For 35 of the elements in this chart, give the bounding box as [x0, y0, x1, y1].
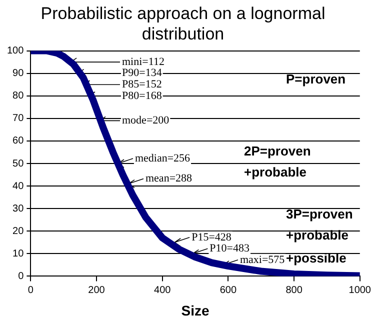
y-tick-label: 60	[12, 136, 24, 147]
annotation: 2P=proven	[244, 144, 311, 159]
annotation: mean=288	[145, 172, 193, 185]
annotation: P80=168	[122, 90, 162, 102]
y-tick-label: 40	[12, 180, 24, 192]
x-tick-label: 0	[28, 284, 34, 296]
annotation: 3P=proven	[286, 206, 353, 222]
y-tick-label: 0	[18, 270, 24, 282]
annotation: median=256	[134, 152, 191, 164]
x-axis-title: Size	[181, 302, 210, 318]
y-tick-label: 70	[12, 113, 24, 124]
annotation: P90=134	[122, 67, 162, 80]
annotation: mini=112	[122, 56, 164, 68]
annotation: +probable	[244, 164, 306, 180]
annotation: P15=428	[192, 231, 232, 244]
y-tick-label: 50	[12, 158, 24, 170]
annotation: +probable	[286, 228, 348, 243]
annotation: P85=152	[122, 78, 162, 90]
x-tick-label: 800	[286, 284, 303, 296]
x-tick-label: 400	[154, 284, 172, 296]
y-tick-label: 100	[6, 46, 24, 57]
x-tick-label: 1000	[348, 284, 372, 296]
x-tick-label: 200	[88, 284, 106, 296]
x-tick-label: 600	[220, 284, 237, 296]
annotation: maxi=575	[240, 254, 286, 266]
annotation: P10=483	[210, 242, 250, 255]
chart-title: Probabilistic approach on a lognormal distribution	[40, 4, 326, 44]
y-tick-label: 10	[12, 248, 24, 260]
annotation: +possible	[286, 250, 346, 266]
y-tick-label: 90	[12, 68, 24, 80]
y-tick-label: 20	[12, 226, 24, 237]
annotation: mode=200	[122, 114, 170, 127]
y-tick-label: 30	[12, 203, 24, 214]
y-tick-label: 80	[12, 90, 24, 102]
annotation: P=proven	[286, 72, 346, 87]
